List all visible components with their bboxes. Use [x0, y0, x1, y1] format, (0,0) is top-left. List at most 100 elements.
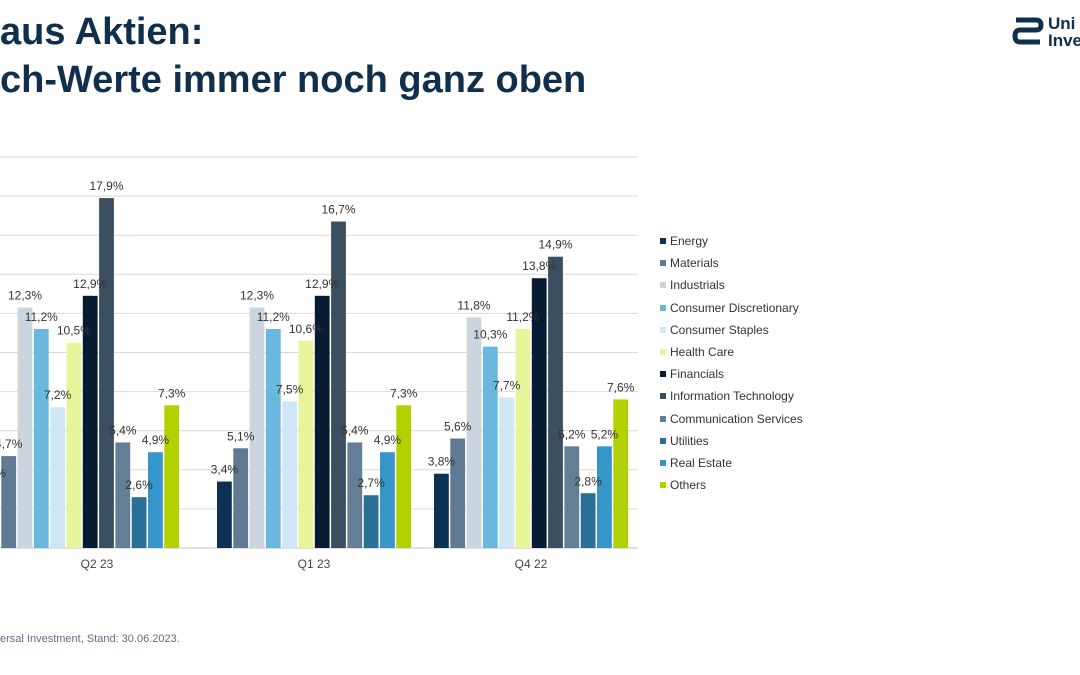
data-label: 12,3%: [8, 289, 42, 303]
data-label: 10,6%: [289, 322, 323, 336]
data-label: 11,2%: [257, 310, 290, 324]
legend-item: Consumer Discretionary: [660, 297, 803, 319]
union-investment-logo-icon: [1012, 17, 1044, 45]
data-label: 4,7%: [0, 437, 23, 451]
data-label: 7,7%: [493, 378, 521, 392]
union-investment-logo: Uni Inves: [1012, 15, 1080, 53]
data-label: 7,3%: [158, 386, 186, 400]
x-tick-label: Q4 22: [515, 557, 548, 571]
bar: [17, 307, 33, 548]
legend-item: Others: [660, 474, 803, 496]
legend-label: Consumer Discretionary: [670, 300, 799, 315]
legend-item: Communication Services: [660, 408, 803, 430]
bar: [298, 340, 314, 548]
data-label: 11,2%: [506, 310, 539, 324]
data-label: 7,3%: [390, 386, 418, 400]
legend-label: Consumer Staples: [670, 322, 769, 337]
data-label: 5,2%: [591, 427, 619, 441]
bar: [282, 401, 297, 548]
legend-swatch: [660, 304, 666, 311]
chart-data-labels: 3,2% 3,4% 3,8% 4,7% 5,1% 5,6% 12,3% 12,3% 11,8% 1…: [0, 179, 635, 492]
bar: [148, 452, 163, 548]
bar: [482, 346, 498, 548]
bar: [548, 256, 563, 548]
data-label: 3,4%: [211, 463, 239, 477]
page-title-line-1: aus Aktien:: [0, 11, 204, 53]
data-label: 2,6%: [125, 478, 153, 492]
data-label: 5,4%: [341, 423, 369, 437]
chart-legend: Energy Materials Industrials Consumer Discr…: [660, 230, 803, 496]
bar: [363, 495, 379, 548]
data-label: 11,2%: [25, 310, 58, 324]
legend-label: Industrials: [670, 278, 725, 293]
source-note: ersal Investment, Stand: 30.06.2023.: [0, 633, 180, 645]
data-label: 13,8%: [522, 259, 556, 273]
data-label: 5,4%: [109, 423, 137, 437]
bar: [265, 329, 281, 548]
bar: [115, 442, 131, 548]
bar: [1, 456, 17, 548]
bar: [131, 497, 147, 548]
bar: [380, 452, 395, 548]
bar: [249, 307, 265, 548]
data-label: 3,2%: [0, 466, 6, 480]
bar: [331, 221, 346, 548]
legend-label: Real Estate: [670, 455, 733, 470]
legend-swatch: [660, 326, 666, 333]
data-label: 4,9%: [374, 433, 402, 447]
legend-swatch: [660, 349, 666, 356]
bar: [33, 329, 49, 548]
legend-item: Consumer Staples: [660, 319, 803, 341]
legend-item: Financials: [660, 363, 803, 385]
legend-item: Information Technology: [660, 385, 803, 407]
data-label: 3,8%: [428, 455, 456, 469]
legend-label: Financials: [670, 367, 725, 382]
legend-swatch: [660, 459, 666, 466]
data-label: 17,9%: [89, 179, 123, 193]
bar: [217, 481, 232, 548]
data-label: 10,3%: [473, 328, 507, 342]
bar: [314, 295, 330, 548]
legend-swatch: [660, 238, 666, 245]
data-label: 12,9%: [305, 277, 339, 291]
data-label: 12,9%: [73, 277, 107, 291]
bar: [396, 405, 412, 548]
legend-item: Health Care: [660, 341, 803, 363]
data-label: 11,8%: [457, 298, 490, 312]
data-label: 7,5%: [276, 382, 304, 396]
legend-item: Energy: [660, 230, 803, 252]
page-title-line-2: ch-Werte immer noch ganz oben: [0, 59, 587, 101]
data-label: 16,7%: [321, 203, 355, 217]
bar: [164, 405, 180, 548]
x-tick-label: Q1 23: [298, 557, 331, 571]
bar: [531, 278, 547, 548]
logo-line-2: Inves: [1048, 31, 1080, 50]
legend-swatch: [660, 415, 666, 422]
bar: [580, 493, 596, 548]
data-label: 2,8%: [574, 474, 602, 488]
x-tick-label: Q2 23: [81, 557, 114, 571]
bar: [564, 446, 580, 548]
legend-swatch: [660, 282, 666, 289]
legend-swatch: [660, 393, 666, 400]
data-label: 7,6%: [607, 380, 635, 394]
bar: [466, 317, 482, 548]
legend-item: Real Estate: [660, 452, 803, 474]
legend-item: Industrials: [660, 274, 803, 296]
legend-label: Information Technology: [670, 389, 794, 404]
bar: [347, 442, 363, 548]
legend-label: Communication Services: [670, 411, 803, 426]
bar: [99, 198, 114, 548]
legend-label: Utilities: [670, 433, 709, 448]
bar: [50, 407, 65, 548]
bar: [613, 399, 629, 548]
data-label: 5,1%: [227, 429, 255, 443]
page-title: aus Aktien: ch-Werte immer noch ganz obe…: [0, 8, 586, 104]
legend-swatch: [660, 437, 666, 444]
data-label: 2,7%: [357, 476, 385, 490]
legend-label: Materials: [670, 256, 719, 271]
bar: [450, 438, 466, 548]
chart-x-tick-labels: Q2 23 Q1 23 Q4 22: [81, 557, 548, 571]
logo-line-1: Uni: [1048, 15, 1076, 33]
legend-swatch: [660, 260, 666, 267]
